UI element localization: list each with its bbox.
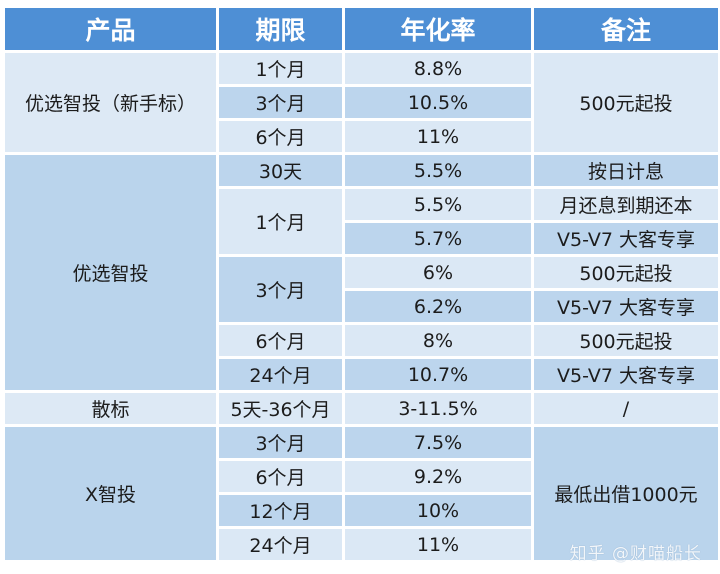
rate-cell: 10%	[345, 495, 531, 526]
table-row: 6个月 9.2%	[5, 461, 718, 492]
table-row: 24个月 10.7% V5-V7 大客专享	[5, 359, 718, 390]
note-cell: /	[534, 393, 718, 424]
table-row: 6.2% V5-V7 大客专享	[5, 291, 718, 322]
rate-cell: 10.5%	[345, 87, 531, 118]
table-row: 24个月 11%	[5, 529, 718, 560]
note-cell: 最低出借1000元	[534, 427, 718, 560]
term-cell: 3个月	[219, 427, 342, 458]
rate-cell: 9.2%	[345, 461, 531, 492]
note-cell: V5-V7 大客专享	[534, 291, 718, 322]
table-row: 优选智投 30天 5.5% 按日计息	[5, 155, 718, 390]
product-cell: X智投	[5, 427, 216, 560]
rate-cell: 6.2%	[345, 291, 531, 322]
table-row: 散标 5天-36个月 3-11.5% /	[5, 393, 718, 424]
note-cell: 月还息到期还本	[534, 189, 718, 220]
watermark: 知乎 @财喵船长	[569, 544, 702, 564]
term-cell: 3个月	[219, 257, 342, 322]
term-cell: 5天-36个月	[219, 393, 342, 424]
product-cell: 优选智投（新手标）	[5, 53, 216, 152]
rate-cell: 5.5%	[345, 155, 531, 186]
header-product: 产品	[5, 8, 216, 50]
term-cell: 1个月	[219, 189, 342, 254]
rate-cell: 7.5%	[345, 427, 531, 458]
rate-cell: 6%	[345, 257, 531, 288]
term-cell: 24个月	[219, 529, 342, 560]
rate-cell: 8.8%	[345, 53, 531, 84]
term-cell: 1个月	[219, 53, 342, 84]
header-note: 备注	[534, 8, 718, 50]
note-cell: V5-V7 大客专享	[534, 359, 718, 390]
rate-cell: 5.7%	[345, 223, 531, 254]
product-rate-table: 产品 期限 年化率 备注 优选智投（新手标） 1个月 8.8% 500元起投 3…	[2, 5, 720, 563]
term-cell: 12个月	[219, 495, 342, 526]
header-rate: 年化率	[345, 8, 531, 50]
note-cell: 500元起投	[534, 325, 718, 356]
rate-cell: 11%	[345, 121, 531, 152]
term-cell: 6个月	[219, 461, 342, 492]
table-row: 6个月 11%	[5, 121, 718, 152]
rate-cell: 3-11.5%	[345, 393, 531, 424]
rate-cell: 5.5%	[345, 189, 531, 220]
term-cell: 24个月	[219, 359, 342, 390]
table-row: X智投 3个月 7.5% 最低出借1000元	[5, 427, 718, 560]
product-cell: 散标	[5, 393, 216, 424]
table-row: 6个月 8% 500元起投	[5, 325, 718, 356]
product-cell: 优选智投	[5, 155, 216, 390]
table-row: 5.7% V5-V7 大客专享	[5, 223, 718, 254]
term-cell: 6个月	[219, 121, 342, 152]
header-term: 期限	[219, 8, 342, 50]
term-cell: 30天	[219, 155, 342, 186]
note-cell: 500元起投	[534, 257, 718, 288]
note-cell: 500元起投	[534, 53, 718, 152]
note-cell: 按日计息	[534, 155, 718, 186]
note-cell: V5-V7 大客专享	[534, 223, 718, 254]
rate-cell: 8%	[345, 325, 531, 356]
rate-cell: 11%	[345, 529, 531, 560]
term-cell: 3个月	[219, 87, 342, 118]
table-row: 3个月 10.5%	[5, 87, 718, 118]
table-row: 12个月 10%	[5, 495, 718, 526]
term-cell: 6个月	[219, 325, 342, 356]
table-row: 优选智投（新手标） 1个月 8.8% 500元起投	[5, 53, 718, 152]
table-header-row: 产品 期限 年化率 备注	[5, 8, 718, 50]
rate-cell: 10.7%	[345, 359, 531, 390]
table-row: 3个月 6% 500元起投	[5, 257, 718, 322]
table-row: 1个月 5.5% 月还息到期还本	[5, 189, 718, 254]
